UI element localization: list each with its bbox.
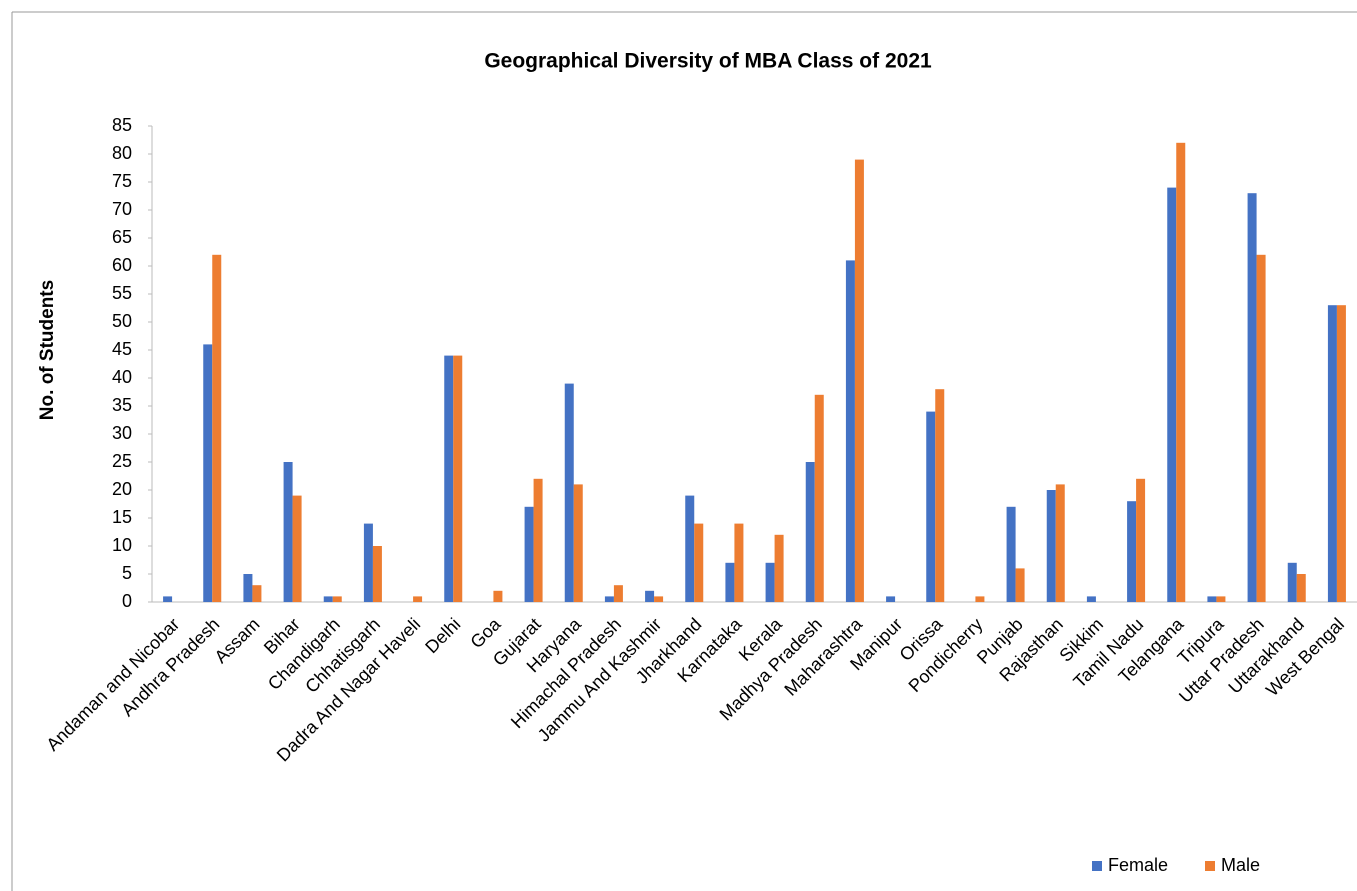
bar xyxy=(252,585,262,602)
bar xyxy=(323,596,333,602)
bar xyxy=(1327,305,1337,602)
bar xyxy=(694,523,704,602)
bar xyxy=(203,344,213,602)
bar xyxy=(734,523,744,602)
bar xyxy=(1086,596,1096,602)
bar xyxy=(645,590,655,602)
legend-label: Female xyxy=(1108,855,1168,875)
x-tick-label: Assam xyxy=(211,614,264,667)
bar xyxy=(854,159,864,602)
y-tick-label: 10 xyxy=(112,535,132,555)
y-tick-label: 25 xyxy=(112,451,132,471)
x-tick-label: Delhi xyxy=(421,614,464,657)
bar xyxy=(725,562,735,602)
bar xyxy=(533,478,543,602)
y-tick-label: 0 xyxy=(122,591,132,611)
y-tick-label: 20 xyxy=(112,479,132,499)
bar xyxy=(564,383,574,602)
legend-swatch xyxy=(1205,861,1215,871)
bar xyxy=(1176,142,1186,603)
y-tick-label: 5 xyxy=(122,563,132,583)
y-axis-title: No. of Students xyxy=(37,280,58,420)
bar xyxy=(805,462,815,602)
bar xyxy=(573,484,583,602)
y-tick-label: 45 xyxy=(112,339,132,359)
bar xyxy=(1247,193,1257,602)
bar xyxy=(372,546,382,602)
bar xyxy=(1287,562,1297,602)
bar xyxy=(604,596,614,602)
bar xyxy=(1296,574,1306,602)
bar xyxy=(765,562,775,602)
bar xyxy=(1336,305,1346,602)
bar xyxy=(1256,254,1266,603)
y-tick-label: 15 xyxy=(112,507,132,527)
bar xyxy=(332,596,342,602)
bar xyxy=(1136,478,1146,602)
bar xyxy=(1207,596,1217,602)
y-tick-label: 60 xyxy=(112,255,132,275)
bar xyxy=(926,411,936,602)
bar xyxy=(1006,506,1016,602)
bar xyxy=(886,596,896,602)
y-tick-label: 35 xyxy=(112,395,132,415)
bar xyxy=(1046,490,1056,602)
y-tick-label: 85 xyxy=(112,115,132,135)
bar xyxy=(1167,187,1177,602)
y-tick-label: 65 xyxy=(112,227,132,247)
bar xyxy=(774,534,784,602)
bar xyxy=(814,394,824,602)
bar xyxy=(654,596,664,602)
y-tick-label: 80 xyxy=(112,143,132,163)
bar xyxy=(685,495,695,602)
bar xyxy=(243,574,253,602)
y-tick-label: 40 xyxy=(112,367,132,387)
y-tick-label: 55 xyxy=(112,283,132,303)
bar xyxy=(453,355,463,602)
y-tick-label: 30 xyxy=(112,423,132,443)
bar xyxy=(524,506,534,602)
y-tick-label: 75 xyxy=(112,171,132,191)
bar xyxy=(975,596,985,602)
bar xyxy=(613,585,623,602)
bar xyxy=(1216,596,1226,602)
bar xyxy=(493,590,503,602)
bar xyxy=(413,596,423,602)
legend-label: Male xyxy=(1221,855,1260,875)
y-tick-label: 50 xyxy=(112,311,132,331)
bar xyxy=(363,523,373,602)
bar xyxy=(292,495,302,602)
y-tick-label: 70 xyxy=(112,199,132,219)
bar xyxy=(1055,484,1065,602)
legend-swatch xyxy=(1092,861,1102,871)
bar xyxy=(212,254,222,603)
bar xyxy=(1127,501,1137,602)
bar xyxy=(444,355,454,602)
bar xyxy=(283,462,293,602)
bar xyxy=(935,389,945,602)
bar xyxy=(845,260,855,602)
bar xyxy=(1015,568,1025,602)
bar xyxy=(163,596,173,602)
chart-title: Geographical Diversity of MBA Class of 2… xyxy=(484,50,932,73)
